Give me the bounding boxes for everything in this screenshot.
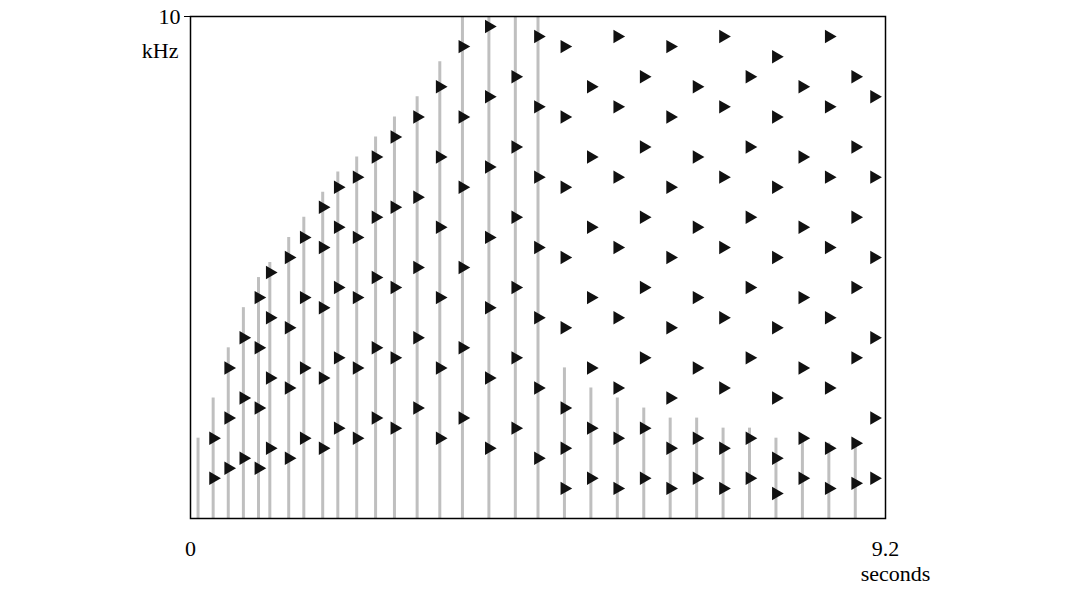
- svg-text:seconds: seconds: [861, 561, 931, 586]
- svg-text:10: 10: [159, 4, 181, 29]
- svg-text:0: 0: [185, 536, 196, 561]
- svg-text:kHz: kHz: [142, 38, 179, 63]
- svg-text:9.2: 9.2: [872, 536, 900, 561]
